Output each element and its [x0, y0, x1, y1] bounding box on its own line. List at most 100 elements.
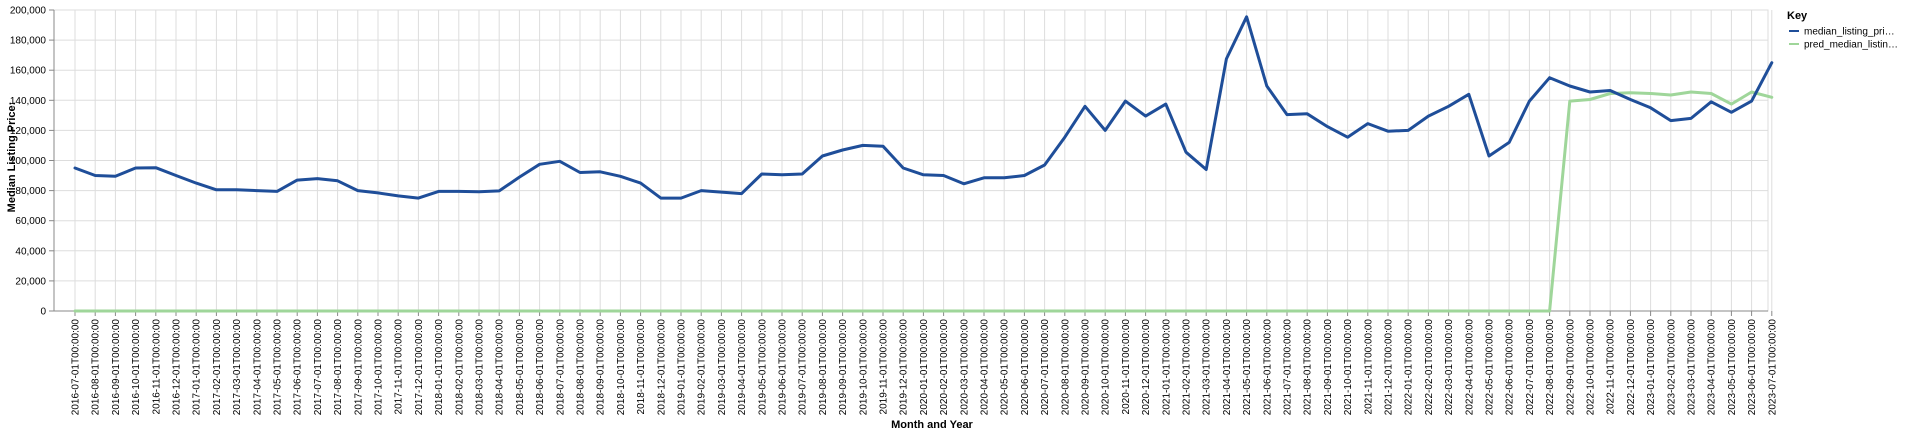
- x-tick-label: 2017-09-01T00:00:00: [353, 319, 364, 416]
- x-tick-label: 2023-07-01T00:00:00: [1767, 319, 1778, 416]
- x-tick-label: 2017-10-01T00:00:00: [374, 319, 385, 416]
- y-tick-label: 120,000: [10, 126, 47, 137]
- x-tick-label: 2019-12-01T00:00:00: [899, 319, 910, 416]
- series-layer: [73, 15, 1774, 313]
- x-tick-label: 2021-10-01T00:00:00: [1343, 319, 1354, 416]
- x-tick-label: 2019-06-01T00:00:00: [778, 319, 789, 416]
- y-tick-label: 60,000: [15, 216, 46, 227]
- x-tick-label: 2022-01-01T00:00:00: [1404, 319, 1415, 416]
- x-tick-label: 2023-06-01T00:00:00: [1747, 319, 1758, 416]
- x-tick-label: 2020-03-01T00:00:00: [959, 319, 970, 416]
- x-tick-label: 2018-03-01T00:00:00: [475, 319, 486, 416]
- x-tick-label: 2020-07-01T00:00:00: [1040, 319, 1051, 416]
- x-tick-label: 2020-11-01T00:00:00: [1121, 319, 1132, 415]
- x-tick-label: 2017-02-01T00:00:00: [212, 319, 223, 416]
- x-tick-label: 2021-12-01T00:00:00: [1384, 319, 1395, 416]
- y-tick-label: 140,000: [10, 96, 47, 107]
- x-tick-label: 2020-02-01T00:00:00: [939, 319, 950, 416]
- legend-items: median_listing_pri… pred_median_listin…: [1789, 27, 1898, 51]
- legend-title: Key: [1787, 10, 1808, 22]
- x-tick-label: 2023-04-01T00:00:00: [1707, 319, 1718, 416]
- y-tick-label: 0: [40, 307, 46, 318]
- x-tick-label: 2018-04-01T00:00:00: [495, 319, 506, 416]
- x-tick-label: 2021-05-01T00:00:00: [1242, 319, 1253, 416]
- x-tick-label: 2016-10-01T00:00:00: [131, 319, 142, 416]
- x-tick-label: 2017-08-01T00:00:00: [333, 319, 344, 416]
- legend: Key median_listing_pri… pred_median_listi…: [1787, 10, 1898, 51]
- y-tick-label: 20,000: [15, 276, 46, 287]
- x-tick-label: 2021-03-01T00:00:00: [1202, 319, 1213, 416]
- x-tick-label: 2020-09-01T00:00:00: [1081, 319, 1092, 416]
- x-tick-label: 2019-05-01T00:00:00: [757, 319, 768, 416]
- x-tick-label: 2021-04-01T00:00:00: [1222, 319, 1233, 416]
- x-tick-label: 2022-10-01T00:00:00: [1586, 319, 1597, 416]
- y-axis: 0 20,000 40,000 60,000 80,000 100,000 120,000 1…: [10, 6, 55, 318]
- x-tick-label: 2019-10-01T00:00:00: [858, 319, 869, 416]
- x-tick-label: 2020-08-01T00:00:00: [1060, 319, 1071, 416]
- x-tick-label: 2021-11-01T00:00:00: [1363, 319, 1374, 415]
- x-tick-label: 2018-07-01T00:00:00: [555, 319, 566, 416]
- grid-lines: [53, 9, 1773, 312]
- x-tick-label: 2022-09-01T00:00:00: [1565, 319, 1576, 416]
- x-tick-label: 2017-01-01T00:00:00: [192, 319, 203, 416]
- x-tick-label: 2021-08-01T00:00:00: [1303, 319, 1314, 416]
- x-tick-label: 2018-10-01T00:00:00: [616, 319, 627, 416]
- x-tick-label: 2022-03-01T00:00:00: [1444, 319, 1455, 416]
- y-tick-label: 180,000: [10, 36, 47, 47]
- x-tick-label: 2017-12-01T00:00:00: [414, 319, 425, 416]
- x-tick-label: 2017-03-01T00:00:00: [232, 319, 243, 416]
- x-tick-label: 2018-06-01T00:00:00: [535, 319, 546, 416]
- y-tick-label: 200,000: [10, 6, 47, 17]
- series-line-median-listing-price: [73, 15, 1774, 200]
- x-tick-label: 2022-12-01T00:00:00: [1626, 319, 1637, 416]
- y-tick-label: 160,000: [10, 66, 47, 77]
- x-tick-label: 2022-11-01T00:00:00: [1606, 319, 1617, 415]
- legend-label: pred_median_listin…: [1804, 40, 1898, 51]
- x-tick-label: 2021-06-01T00:00:00: [1262, 319, 1273, 416]
- x-tick-label: 2019-11-01T00:00:00: [879, 319, 890, 415]
- x-tick-label: 2020-04-01T00:00:00: [980, 319, 991, 416]
- x-tick-label: 2020-01-01T00:00:00: [919, 319, 930, 416]
- x-tick-label: 2019-04-01T00:00:00: [737, 319, 748, 416]
- x-tick-label: 2018-05-01T00:00:00: [515, 319, 526, 416]
- x-tick-label: 2019-08-01T00:00:00: [818, 319, 829, 416]
- x-tick-label: 2016-08-01T00:00:00: [91, 319, 102, 416]
- x-tick-label: 2016-09-01T00:00:00: [111, 319, 122, 416]
- x-tick-label: 2017-06-01T00:00:00: [293, 319, 304, 416]
- x-tick-label: 2016-07-01T00:00:00: [71, 319, 82, 416]
- x-tick-label: 2017-05-01T00:00:00: [273, 319, 284, 416]
- x-tick-label: 2023-03-01T00:00:00: [1687, 319, 1698, 416]
- x-tick-label: 2022-02-01T00:00:00: [1424, 319, 1435, 416]
- x-tick-label: 2021-09-01T00:00:00: [1323, 319, 1334, 416]
- x-tick-label: 2020-05-01T00:00:00: [1000, 319, 1011, 416]
- x-tick-label: 2018-08-01T00:00:00: [576, 319, 587, 416]
- x-tick-label: 2016-12-01T00:00:00: [172, 319, 183, 416]
- x-tick-label: 2018-02-01T00:00:00: [454, 319, 465, 416]
- x-tick-label: 2019-02-01T00:00:00: [697, 319, 708, 416]
- y-tick-label: 100,000: [10, 156, 47, 167]
- x-tick-label: 2019-01-01T00:00:00: [677, 319, 688, 416]
- x-axis-title: Month and Year: [891, 419, 973, 431]
- x-tick-label: 2021-02-01T00:00:00: [1182, 319, 1193, 416]
- x-tick-label: 2017-04-01T00:00:00: [252, 319, 263, 416]
- x-tick-label: 2019-07-01T00:00:00: [798, 319, 809, 416]
- x-tick-label: 2022-06-01T00:00:00: [1505, 319, 1516, 416]
- x-tick-label: 2018-12-01T00:00:00: [656, 319, 667, 416]
- x-tick-label: 2022-07-01T00:00:00: [1525, 319, 1536, 416]
- x-tick-label: 2023-02-01T00:00:00: [1666, 319, 1677, 416]
- x-tick-label: 2020-10-01T00:00:00: [1101, 319, 1112, 416]
- x-tick-label: 2023-05-01T00:00:00: [1727, 319, 1738, 416]
- x-tick-label: 2023-01-01T00:00:00: [1646, 319, 1657, 416]
- x-tick-label: 2017-07-01T00:00:00: [313, 319, 324, 416]
- x-tick-label: 2017-11-01T00:00:00: [394, 319, 405, 415]
- y-tick-label: 80,000: [15, 186, 46, 197]
- y-tick-label: 40,000: [15, 246, 46, 257]
- x-tick-label: 2019-03-01T00:00:00: [717, 319, 728, 416]
- x-tick-label: 2016-11-01T00:00:00: [151, 319, 162, 415]
- x-tick-label: 2021-07-01T00:00:00: [1283, 319, 1294, 416]
- x-tick-label: 2022-05-01T00:00:00: [1485, 319, 1496, 416]
- x-tick-label: 2020-12-01T00:00:00: [1141, 319, 1152, 416]
- x-tick-label: 2021-01-01T00:00:00: [1161, 319, 1172, 416]
- x-tick-label: 2022-08-01T00:00:00: [1545, 319, 1556, 416]
- x-tick-label: 2018-01-01T00:00:00: [434, 319, 445, 416]
